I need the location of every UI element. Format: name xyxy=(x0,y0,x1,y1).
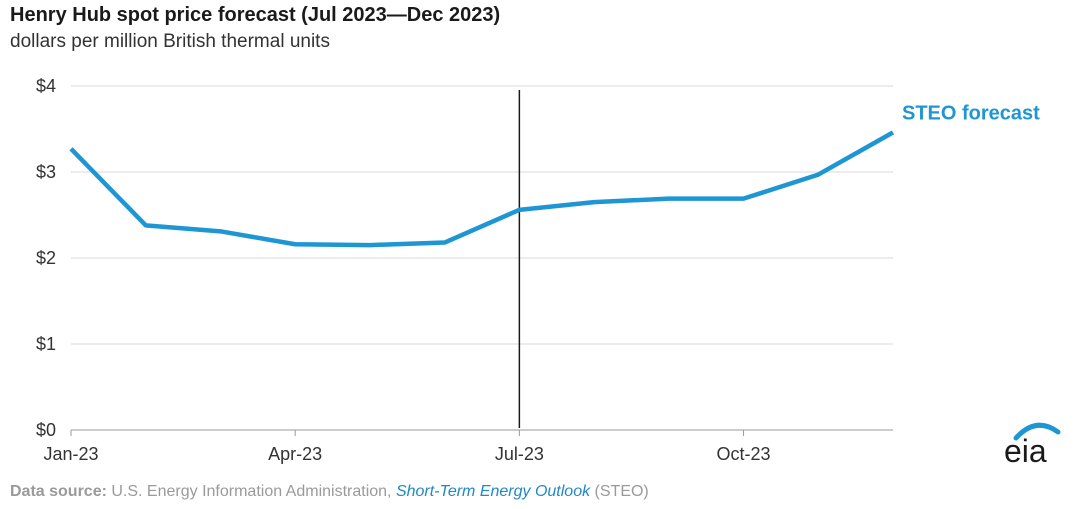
series-label: STEO forecast xyxy=(902,102,1040,124)
x-tick-label: Jul-23 xyxy=(495,444,544,464)
chart-subtitle: dollars per million British thermal unit… xyxy=(10,31,330,52)
data-source-suffix: (STEO) xyxy=(590,483,649,500)
data-source-text: U.S. Energy Information Administration, xyxy=(106,483,396,500)
y-tick-label: $0 xyxy=(36,420,56,440)
x-tick-label: Apr-23 xyxy=(268,444,322,464)
y-tick-label: $1 xyxy=(36,334,56,354)
eia-logo: eia xyxy=(1004,422,1061,468)
data-source-publication[interactable]: Short-Term Energy Outlook xyxy=(395,483,591,500)
x-tick-label: Jan-23 xyxy=(43,444,98,464)
data-source-prefix: Data source: xyxy=(10,483,107,500)
x-tick-label: Oct-23 xyxy=(717,444,771,464)
y-tick-label: $3 xyxy=(36,162,56,182)
eia-logo-text: eia xyxy=(1004,433,1047,468)
y-tick-label: $4 xyxy=(36,76,56,96)
line-chart: $0 $1 $2 $3 $4 Jan-23 Apr-23 Jul-23 Oct-23 STEO f… xyxy=(36,76,1040,464)
y-tick-label: $2 xyxy=(36,248,56,268)
eia-logo-arc xyxy=(1013,422,1061,441)
series-line xyxy=(69,130,895,248)
data-source: Data source: U.S. Energy Information Adm… xyxy=(10,483,649,501)
chart-title: Henry Hub spot price forecast (Jul 2023—… xyxy=(10,4,501,26)
